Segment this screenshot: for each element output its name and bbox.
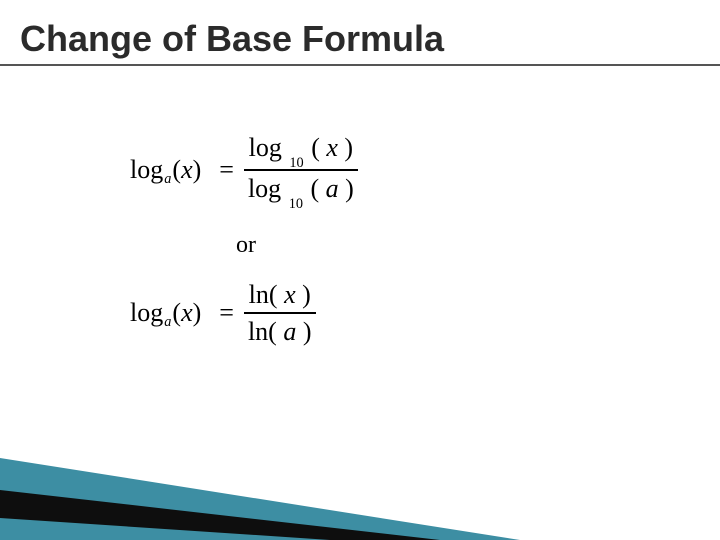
arg-x: x	[181, 298, 193, 328]
log-text: log	[130, 155, 163, 185]
ln-open: ln(	[249, 280, 278, 309]
formula-1: log a ( x ) = log 10 ( x ) log 10 ( a )	[130, 130, 590, 210]
paren-open: (	[172, 155, 181, 185]
or-separator: or	[236, 232, 590, 259]
fraction-numerator: ln( x )	[245, 277, 315, 312]
base-a: a	[164, 171, 171, 188]
decorative-swoosh	[0, 400, 720, 540]
formula-1-lhs: log a ( x )	[130, 155, 201, 185]
arg-a: a	[283, 317, 296, 346]
fraction-denominator: log 10 ( a )	[244, 171, 358, 210]
formula-2: log a ( x ) = ln( x ) ln( a )	[130, 277, 590, 349]
formula-2-lhs: log a ( x )	[130, 298, 201, 328]
paren-close: )	[302, 280, 311, 309]
arg-x: x	[181, 155, 193, 185]
base-10: 10	[289, 196, 303, 212]
formula-2-fraction: ln( x ) ln( a )	[244, 277, 316, 349]
base-a: a	[164, 314, 171, 331]
fraction-denominator: ln( a )	[244, 314, 316, 349]
log-text: log	[130, 298, 163, 328]
arg-x: x	[284, 280, 296, 309]
paren-close: )	[193, 155, 202, 185]
equals-sign: =	[219, 155, 234, 185]
ln-open: ln(	[248, 317, 277, 346]
paren-close: )	[193, 298, 202, 328]
paren-close: )	[344, 133, 353, 162]
slide-title: Change of Base Formula	[20, 18, 444, 60]
fraction-numerator: log 10 ( x )	[245, 130, 357, 169]
arg-a: a	[326, 174, 339, 203]
paren-close: )	[345, 174, 354, 203]
paren-open: (	[172, 298, 181, 328]
paren-open: (	[311, 133, 320, 162]
log-text: log	[248, 174, 281, 203]
equals-sign: =	[219, 298, 234, 328]
base-10: 10	[289, 155, 303, 171]
title-underline	[0, 64, 720, 66]
log-text: log	[249, 133, 282, 162]
formula-block: log a ( x ) = log 10 ( x ) log 10 ( a )	[130, 130, 590, 371]
paren-close: )	[303, 317, 312, 346]
formula-1-fraction: log 10 ( x ) log 10 ( a )	[244, 130, 358, 210]
paren-open: (	[310, 174, 319, 203]
arg-x: x	[326, 133, 338, 162]
